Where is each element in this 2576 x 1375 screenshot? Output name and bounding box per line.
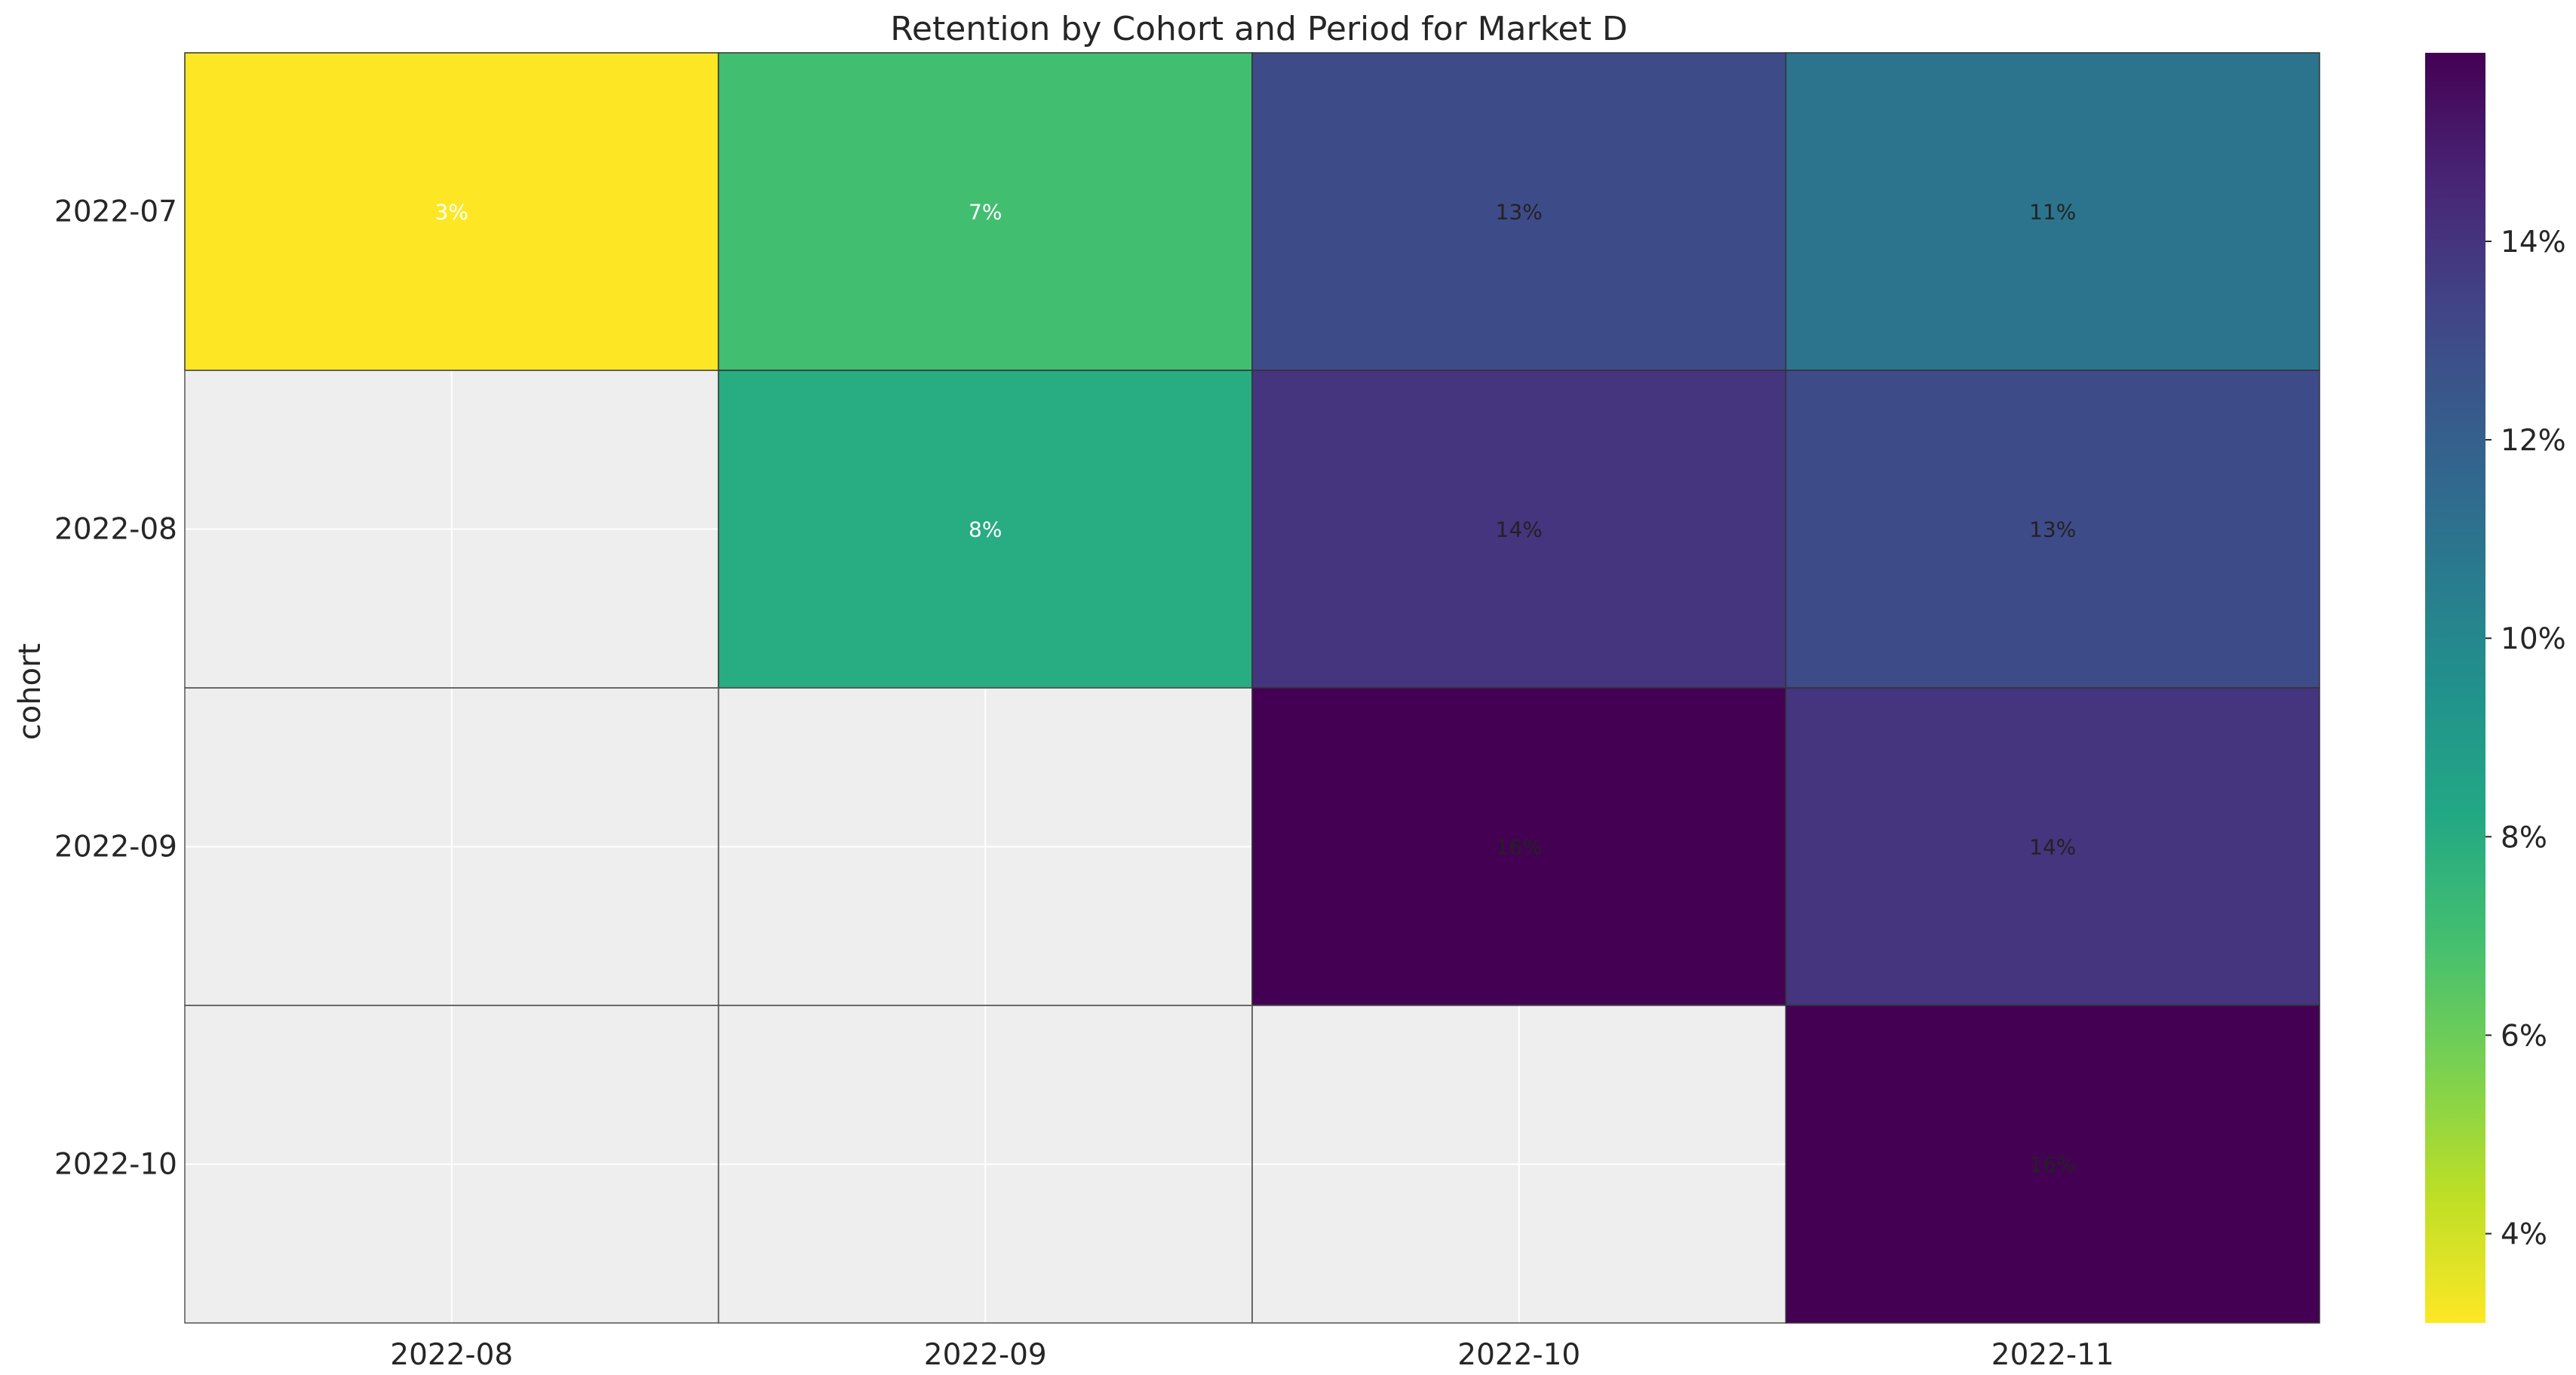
y-tick-label: 2022-07: [54, 195, 177, 229]
colorbar-tick-label: 4%: [2501, 1218, 2547, 1252]
cell-value-label: 14%: [2029, 835, 2076, 860]
plot-area: 3% 7% 13% 11% 8% 14% 13% 16% 14% 16% 2022-08 2022-0…: [54, 52, 2320, 1372]
x-tick-label: 2022-11: [1991, 1338, 2114, 1372]
cell-value-label: 11%: [2029, 200, 2076, 225]
cell-value-label: 13%: [1496, 200, 1543, 225]
heatmap-cell: [1785, 1005, 2320, 1324]
y-axis-label: cohort: [13, 643, 48, 740]
heatmap-cell: [1785, 52, 2320, 371]
colorbar-tick-label: 14%: [2501, 226, 2566, 259]
heatmap-cell: [717, 370, 1253, 689]
cell-value-label: 7%: [969, 200, 1002, 225]
colorbar-tick-label: 12%: [2501, 424, 2566, 458]
colorbar-gradient: [2425, 53, 2485, 1323]
heatmap-cell: [184, 52, 720, 371]
x-tick-label: 2022-10: [1457, 1338, 1580, 1372]
y-tick-label: 2022-08: [54, 513, 177, 547]
heatmap-cell: [1251, 52, 1787, 371]
heatmap-cell: [1785, 370, 2320, 689]
cell-value-label: 3%: [435, 200, 468, 225]
heatmap-cell: [717, 52, 1253, 371]
chart-title: Retention by Cohort and Period for Marke…: [890, 10, 1627, 48]
x-tick-label: 2022-08: [390, 1338, 513, 1372]
x-tick-label: 2022-09: [924, 1338, 1047, 1372]
colorbar: 4% 6% 8% 10% 12% 14%: [2425, 53, 2566, 1323]
colorbar-tick-label: 6%: [2501, 1019, 2547, 1053]
cell-value-label: 8%: [969, 517, 1002, 542]
heatmap-cell: [1785, 687, 2320, 1006]
cell-value-label: 14%: [1496, 517, 1543, 542]
heatmap-cell: [1251, 687, 1787, 1006]
y-tick-label: 2022-09: [54, 830, 177, 864]
heatmap-cell: [1251, 370, 1787, 689]
cell-value-label: 13%: [2029, 517, 2076, 542]
y-tick-label: 2022-10: [54, 1148, 177, 1182]
colorbar-tick-label: 10%: [2501, 622, 2566, 656]
cell-value-label: 16%: [1496, 835, 1543, 860]
colorbar-tick-label: 8%: [2501, 821, 2547, 855]
cell-value-label: 16%: [2029, 1152, 2076, 1177]
